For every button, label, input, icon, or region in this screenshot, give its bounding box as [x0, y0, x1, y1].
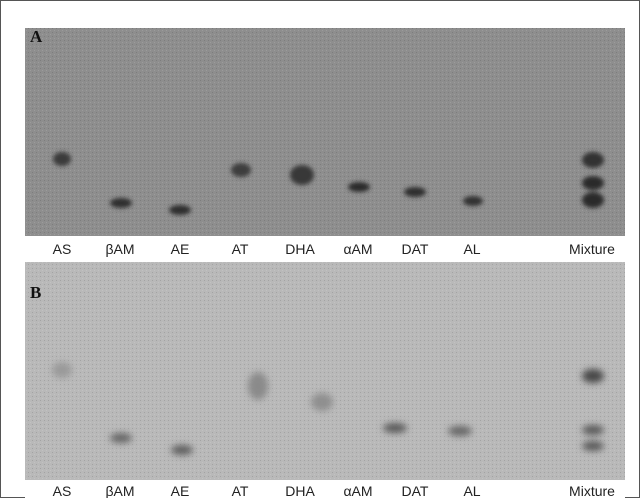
label-band-a — [25, 236, 625, 262]
lane-label: αAM — [343, 483, 372, 498]
lane-label: AL — [463, 241, 480, 257]
lane-label: AT — [232, 483, 249, 498]
lane-label: DHA — [285, 241, 315, 257]
lane-label: AT — [232, 241, 249, 257]
lane-label: AS — [53, 483, 72, 498]
lane-label: DAT — [402, 483, 429, 498]
lane-label: αAM — [343, 241, 372, 257]
lane-label: AS — [53, 241, 72, 257]
lane-label: βAM — [105, 483, 134, 498]
label-band-b — [25, 480, 625, 498]
lane-label: DAT — [402, 241, 429, 257]
lane-label: βAM — [105, 241, 134, 257]
spots-b — [52, 362, 604, 455]
panel-label: B — [30, 283, 41, 302]
plate-b-texture — [25, 262, 625, 480]
lane-label: DHA — [285, 483, 315, 498]
lane-label: AE — [171, 241, 190, 257]
panel-label: A — [30, 27, 43, 46]
lane-label: AL — [463, 483, 480, 498]
lane-label: AE — [171, 483, 190, 498]
lane-label: Mixture — [569, 241, 615, 257]
lane-label: Mixture — [569, 483, 615, 498]
spots-a — [53, 152, 604, 215]
